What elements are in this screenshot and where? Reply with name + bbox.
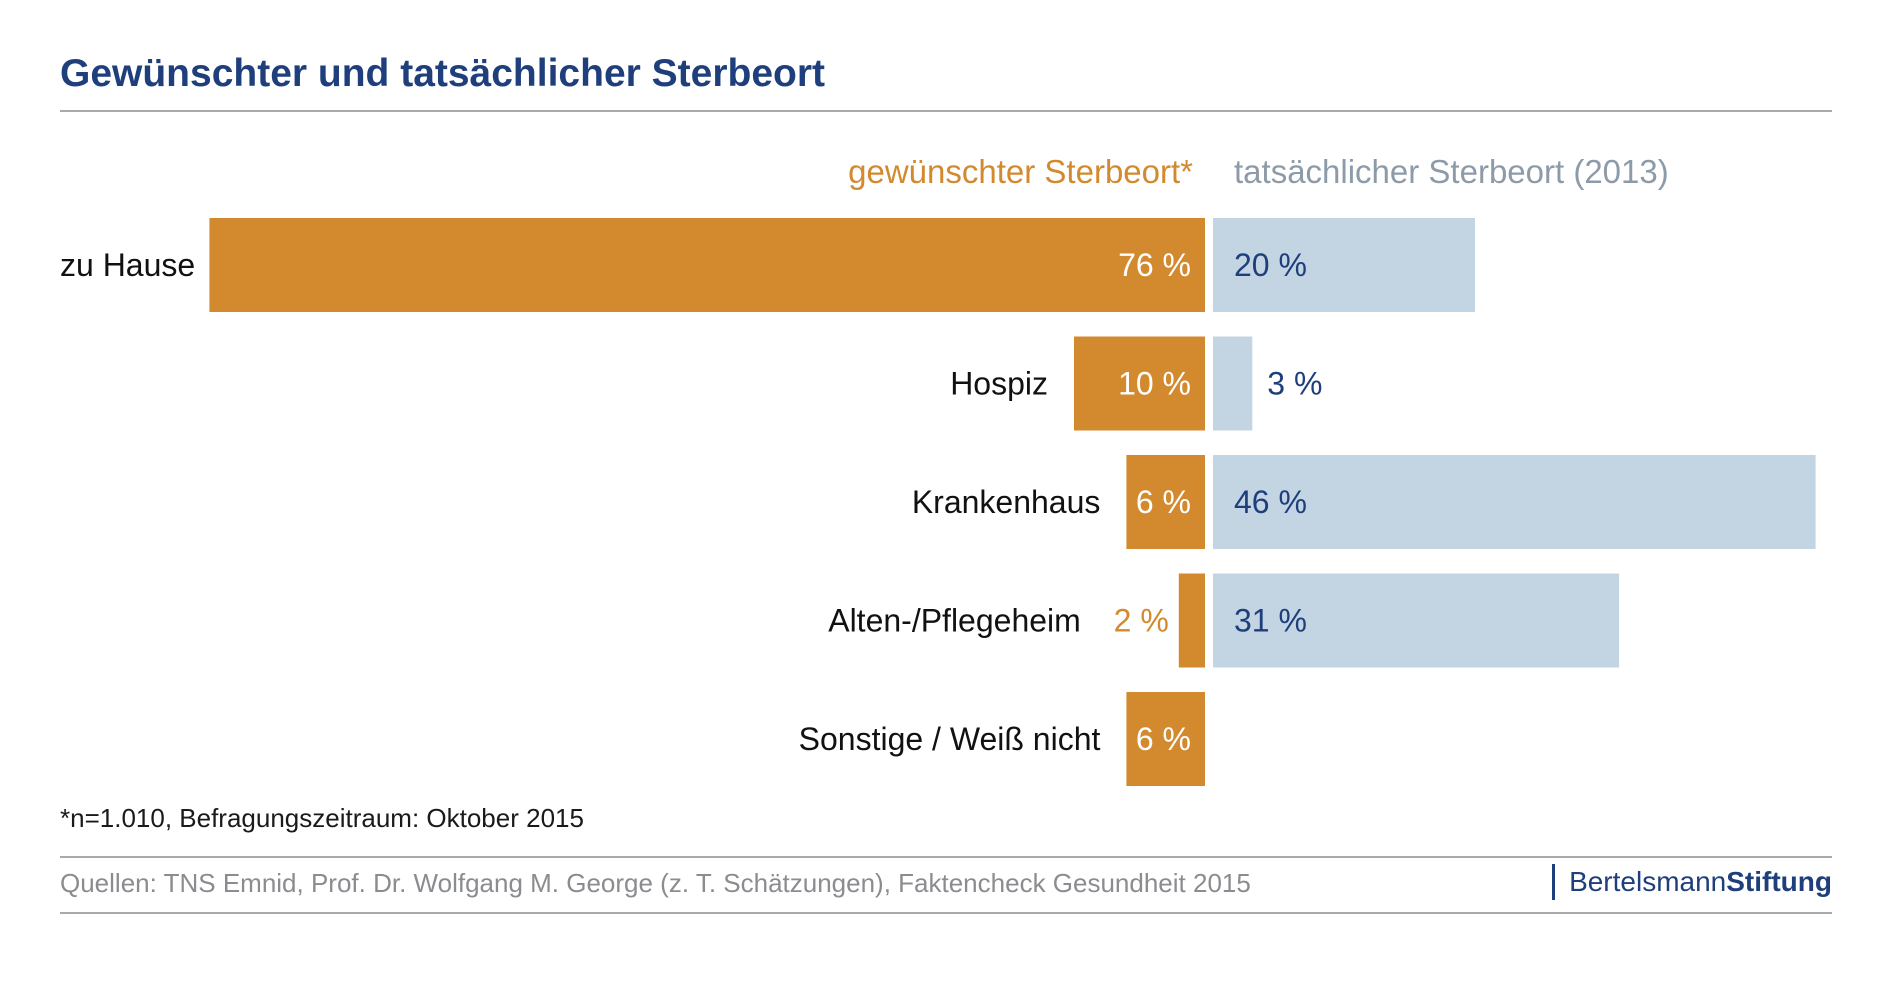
diverging-bar-chart: 76 % zu Hause 20 % 10 % Hospiz 3 % 6 % Krankenh… xyxy=(60,218,1816,786)
source-divider-bottom xyxy=(60,912,1832,914)
label-desired-row-2: 6 % xyxy=(1136,484,1191,520)
title-divider xyxy=(60,110,1832,112)
logo-text-bertelsmann: Bertelsmann xyxy=(1569,866,1727,897)
bar-desired-row-4 xyxy=(1126,692,1205,786)
label-actual-row-3: 31 % xyxy=(1234,603,1307,639)
category-label-row-2: Krankenhaus xyxy=(912,484,1101,520)
label-desired-row-3: 2 % xyxy=(1114,603,1169,639)
category-label-row-4: Sonstige / Weiß nicht xyxy=(799,721,1101,757)
bar-actual-row-1 xyxy=(1213,336,1253,431)
label-actual-row-0: 20 % xyxy=(1234,247,1307,283)
label-actual-row-2: 46 % xyxy=(1234,484,1307,520)
source-divider-top xyxy=(60,856,1832,858)
footnote: *n=1.010, Befragungszeitraum: Oktober 20… xyxy=(60,803,584,833)
legend-actual: tatsächlicher Sterbeort (2013) xyxy=(1234,153,1669,190)
source-text: Quellen: TNS Emnid, Prof. Dr. Wolfgang M… xyxy=(60,868,1251,898)
category-label-row-3: Alten-/Pflegeheim xyxy=(828,603,1081,639)
bar-actual-row-3 xyxy=(1213,573,1620,668)
bar-actual-row-2 xyxy=(1213,455,1816,549)
label-desired-row-0: 76 % xyxy=(1118,247,1191,283)
bar-desired-row-3 xyxy=(1178,573,1205,668)
label-desired-row-4: 6 % xyxy=(1136,721,1191,757)
category-label-row-0: zu Hause xyxy=(60,247,195,283)
bar-desired-row-1 xyxy=(1074,336,1205,431)
legend-desired: gewünschter Sterbeort* xyxy=(848,153,1193,190)
bertelsmann-logo: Bertelsmann Stiftung xyxy=(1552,864,1832,900)
logo-bar xyxy=(1552,864,1556,900)
chart-title: Gewünschter und tatsächlicher Sterbeort xyxy=(60,52,826,95)
logo-text-stiftung: Stiftung xyxy=(1726,866,1832,897)
bar-desired-row-0 xyxy=(209,218,1205,312)
category-label-row-1: Hospiz xyxy=(950,366,1048,402)
label-desired-row-1: 10 % xyxy=(1118,366,1191,402)
bar-desired-row-2 xyxy=(1126,455,1205,549)
bar-actual-row-0 xyxy=(1213,218,1475,312)
label-actual-row-1: 3 % xyxy=(1267,366,1322,402)
